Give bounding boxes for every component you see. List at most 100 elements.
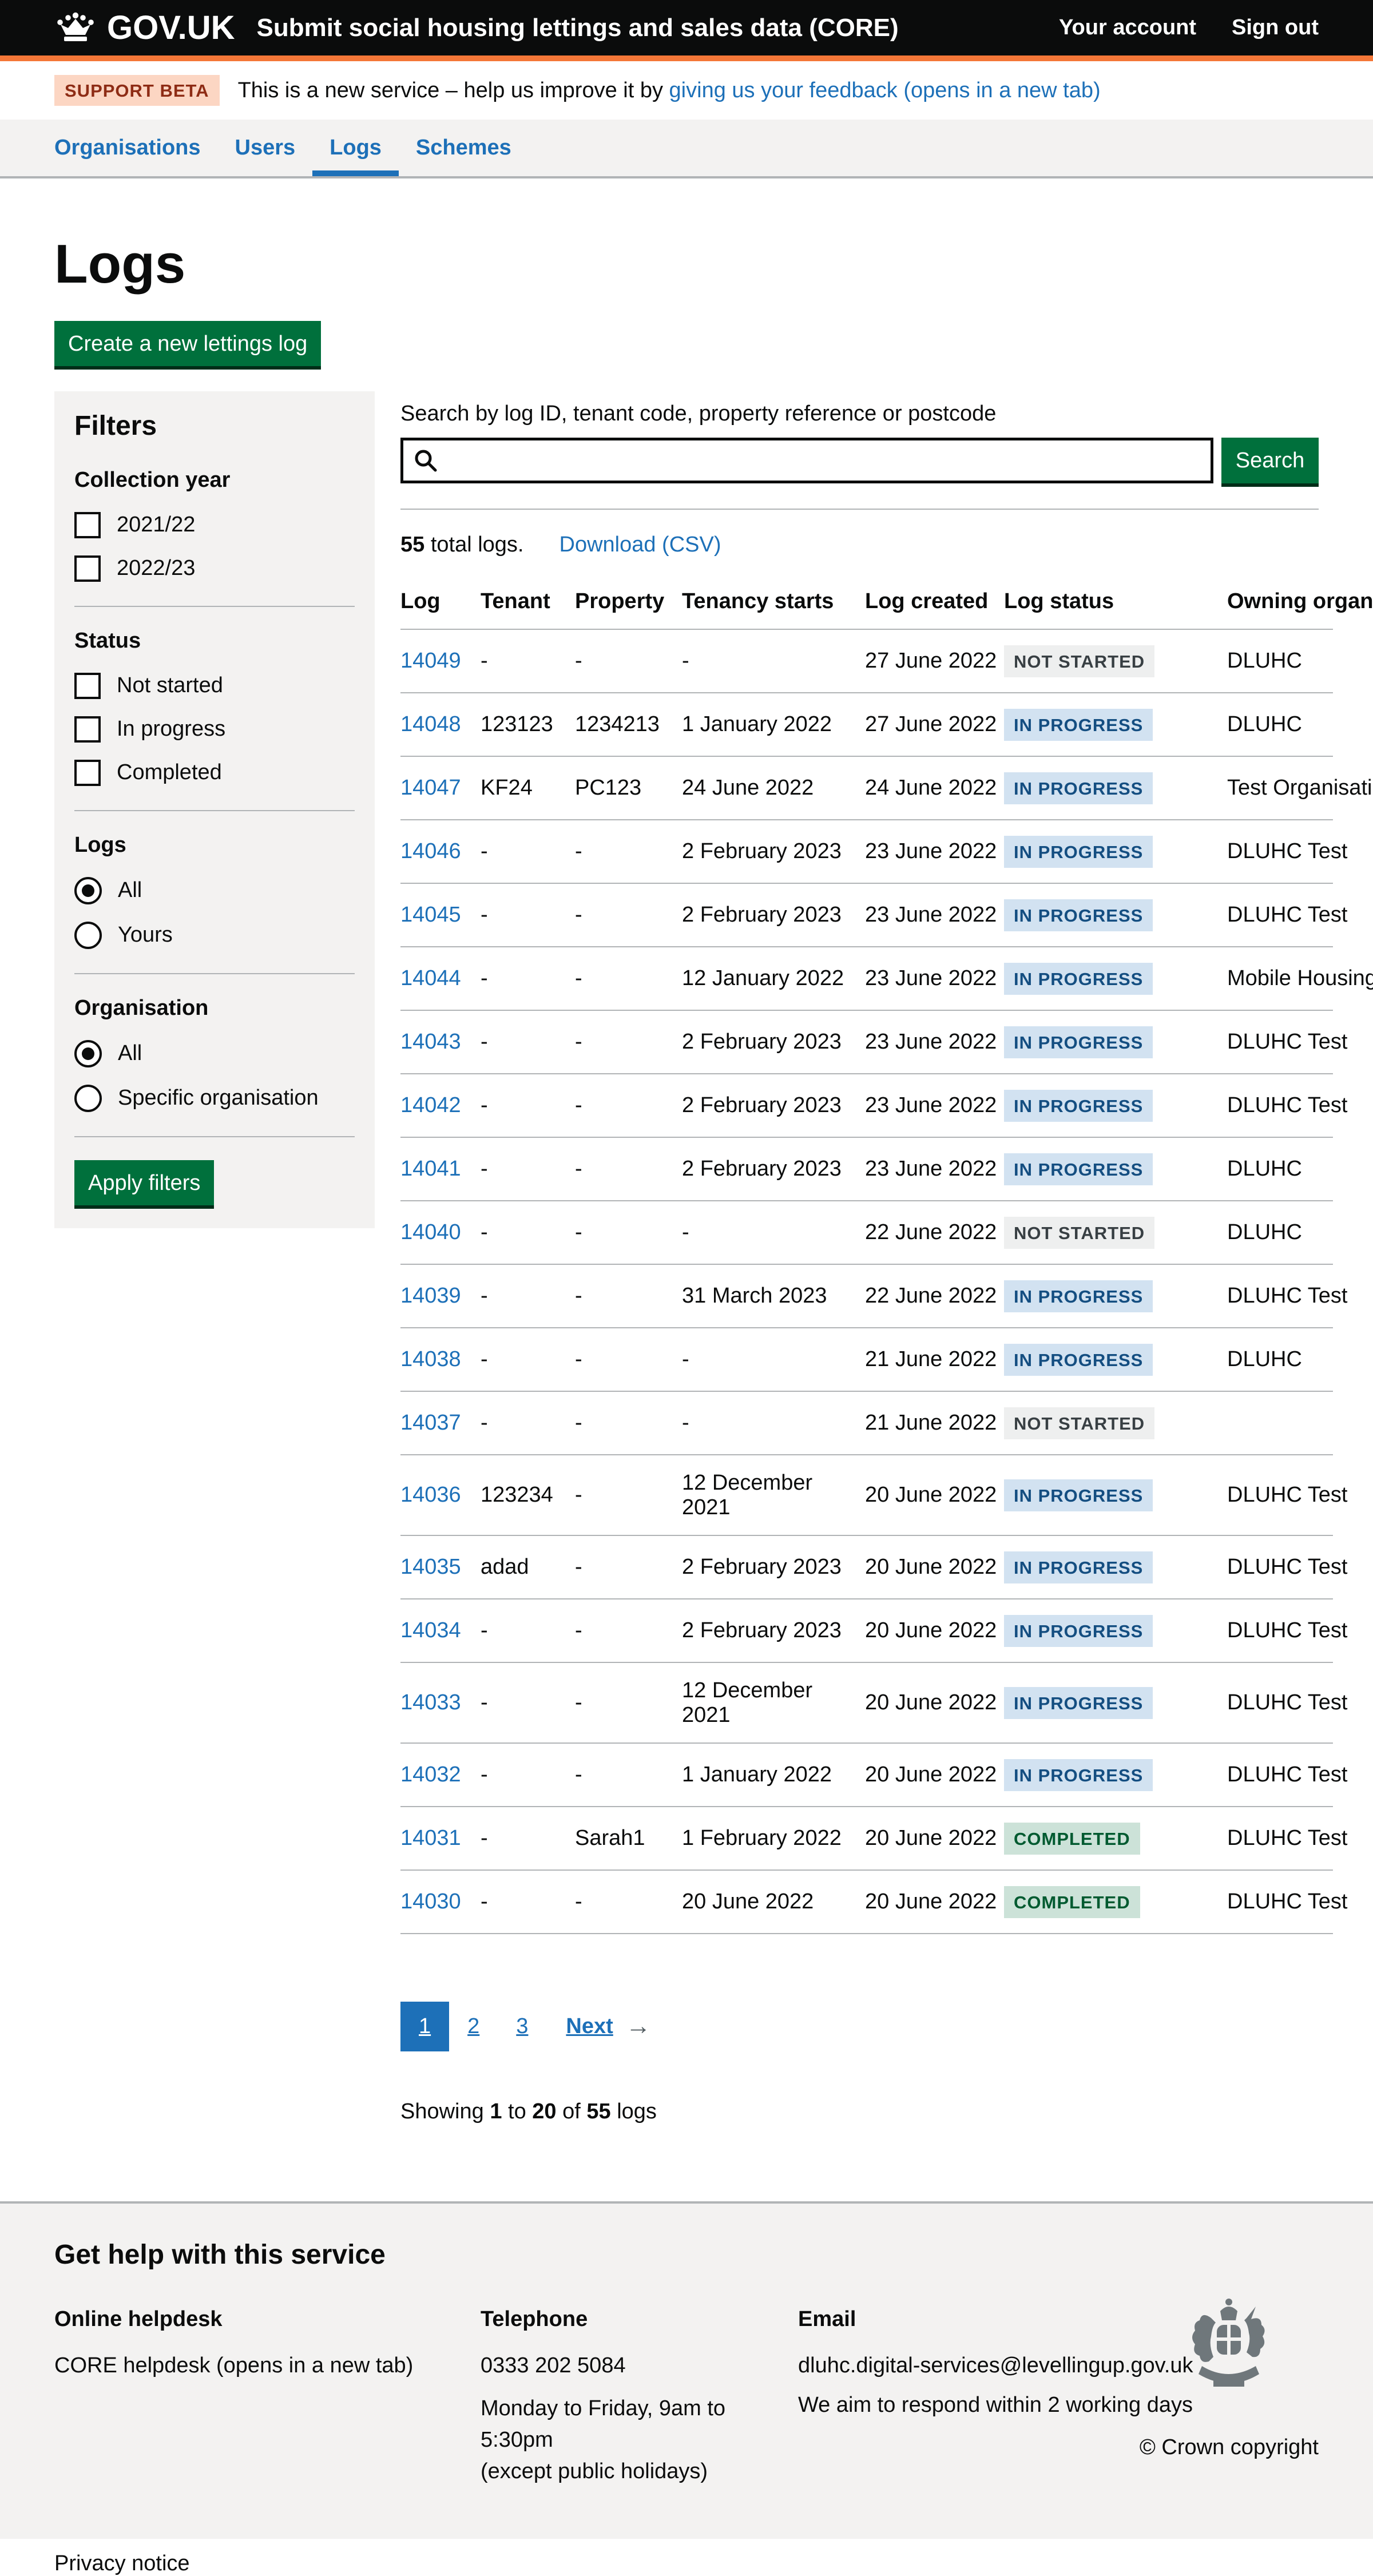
cell-tenant: - [481,1010,575,1074]
cell-tenancy-starts: 2 February 2023 [682,1137,865,1201]
cell-tenancy-starts: 1 February 2022 [682,1806,865,1871]
log-id-link[interactable]: 14033 [400,1690,461,1715]
log-id-link[interactable]: 14040 [400,1220,461,1245]
checkbox[interactable] [74,511,101,538]
service-name[interactable]: Submit social housing lettings and sales… [256,13,899,42]
log-id-link[interactable]: 14035 [400,1555,461,1579]
owning-organisation-value: DLUHC [1227,1157,1302,1181]
cell-log-id: 14047 [400,756,481,820]
table-row: 14039- -31 March 2023 22 June 2022 IN PROGR… [400,1264,1347,1328]
table-header-row: Log Tenant Property Tenancy starts Log creat… [400,581,1373,630]
log-id-link[interactable]: 14041 [400,1157,461,1181]
owning-organisation-value: DLUHC Test [1227,1030,1348,1054]
cell-owning-organisation: DLUHC Test [1227,1806,1347,1871]
crown-copyright-link[interactable]: © Crown copyright [1139,2435,1319,2459]
create-lettings-log-button[interactable]: Create a new lettings log [54,320,322,366]
search-input[interactable] [400,437,1213,483]
footer-helpdesk-column: Online helpdesk CORE helpdesk (opens in … [54,2304,481,2487]
radio-button[interactable] [74,1084,102,1112]
log-id-link[interactable]: 14049 [400,649,461,673]
govuk-logo[interactable]: GOV.UK [54,9,235,47]
next-page-link[interactable]: Next [566,2014,613,2038]
filter-divider [74,973,355,974]
page-link-2[interactable]: 2 [467,2014,480,2038]
cell-tenant: adad [481,1535,575,1599]
checkbox[interactable] [74,672,101,699]
radio-button[interactable] [74,921,102,949]
owning-organisation-value: DLUHC Test [1227,1690,1348,1715]
radio-button[interactable] [74,876,102,904]
checkbox[interactable] [74,716,101,743]
status-badge: COMPLETED [1004,1822,1140,1855]
nav-tab-schemes[interactable]: Schemes [399,120,529,176]
govuk-logotype: GOV.UK [107,9,235,46]
cell-log-id: 14038 [400,1327,481,1392]
log-id-link[interactable]: 14030 [400,1890,461,1914]
cell-log-created: 20 June 2022 [865,1454,1004,1536]
log-id-link[interactable]: 14034 [400,1618,461,1643]
filter-option-completed[interactable]: Completed [74,759,355,786]
cell-log-id: 14042 [400,1073,481,1138]
log-id-link[interactable]: 14036 [400,1483,461,1507]
phase-banner-text: This is a new service – help us improve … [238,78,1101,103]
checkbox[interactable] [74,759,101,786]
log-id-link[interactable]: 14045 [400,903,461,927]
sign-out-link[interactable]: Sign out [1232,15,1319,39]
filter-option-in-progress[interactable]: In progress [74,716,355,743]
filter-option-2022-23[interactable]: 2022/23 [74,555,355,582]
cell-tenant: - [481,1598,575,1663]
status-badge: COMPLETED [1004,1886,1140,1918]
table-row: 14046- -2 February 2023 23 June 2022 IN PRO… [400,819,1347,884]
status-badge: IN PROGRESS [1004,1614,1153,1647]
filter-option-2021-22[interactable]: 2021/22 [74,511,355,538]
log-id-link[interactable]: 14037 [400,1411,461,1435]
nav-tab-logs[interactable]: Logs [312,120,399,176]
download-csv-link[interactable]: Download (CSV) [559,532,721,557]
email-link[interactable]: dluhc.digital-services@levellingup.gov.u… [798,2353,1193,2377]
log-id-link[interactable]: 14039 [400,1284,461,1308]
log-id-link[interactable]: 14046 [400,839,461,864]
cell-owning-organisation: DLUHC [1227,692,1333,757]
status-badge: IN PROGRESS [1004,835,1153,868]
feedback-link[interactable]: giving us your feedback (opens in a new … [669,78,1101,102]
apply-filters-button[interactable]: Apply filters [74,1160,215,1205]
filter-option-label: In progress [117,717,226,741]
primary-nav-list: Organisations Users Logs Schemes [37,120,1373,176]
cell-tenancy-starts: 2 February 2023 [682,883,865,947]
filter-option-yours[interactable]: Yours [74,921,355,949]
filter-option-all[interactable]: All [74,876,355,904]
log-id-link[interactable]: 14048 [400,712,461,737]
privacy-notice-link[interactable]: Privacy notice [54,2551,190,2576]
log-id-link[interactable]: 14042 [400,1093,461,1118]
radio-button[interactable] [74,1039,102,1067]
cell-tenancy-starts: 2 February 2023 [682,1073,865,1138]
cell-log-created: 27 June 2022 [865,692,1004,757]
page-link-1[interactable]: 1 [400,2001,450,2051]
email-note: We aim to respond within 2 working days [798,2392,1193,2417]
owning-organisation-value: DLUHC [1227,1347,1302,1372]
nav-tab-users[interactable]: Users [218,120,313,176]
log-id-link[interactable]: 14047 [400,776,461,800]
status-badge: IN PROGRESS [1004,1280,1153,1312]
log-id-link[interactable]: 14044 [400,966,461,991]
filter-divider [74,1136,355,1137]
nav-tab-organisations[interactable]: Organisations [37,120,218,176]
table-row: 14043- -2 February 2023 23 June 2022 IN PRO… [400,1010,1347,1074]
cell-log-created: 27 June 2022 [865,629,1004,693]
search-button[interactable]: Search [1221,437,1319,483]
cell-owning-organisation: DLUHC Test [1227,883,1347,947]
filter-option-specific-organisation[interactable]: Specific organisation [74,1084,355,1112]
page-link-3[interactable]: 3 [516,2014,529,2038]
your-account-link[interactable]: Your account [1059,15,1197,39]
filter-option-not-started[interactable]: Not started [74,672,355,699]
core-helpdesk-link[interactable]: CORE helpdesk (opens in a new tab) [54,2353,414,2377]
cell-log-id: 14030 [400,1870,481,1934]
log-id-link[interactable]: 14031 [400,1826,461,1851]
filter-option-all[interactable]: All [74,1039,355,1067]
log-id-link[interactable]: 14038 [400,1347,461,1372]
checkbox[interactable] [74,555,101,582]
cell-log-id: 14033 [400,1662,481,1744]
log-id-link[interactable]: 14043 [400,1030,461,1054]
log-id-link[interactable]: 14032 [400,1763,461,1787]
footer-email-column: Email dluhc.digital-services@levellingup… [798,2304,1193,2487]
